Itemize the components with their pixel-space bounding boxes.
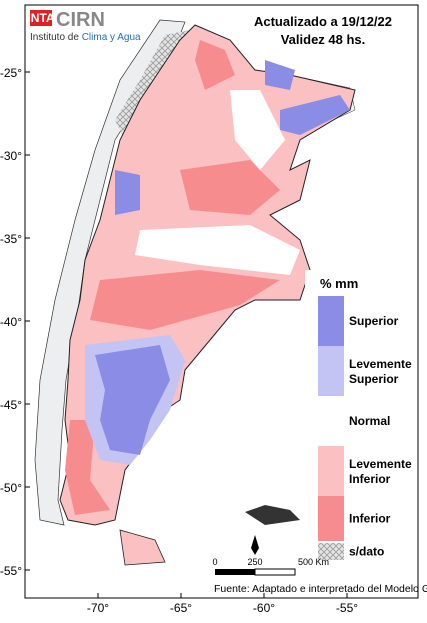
legend-swatch [318,346,344,396]
institute-prefix: Instituto de [30,32,82,43]
source: Fuente: Adaptado e interpretado del Mode… [214,583,427,595]
region-inferior [195,40,235,90]
lon-label: -60° [253,601,275,615]
lon-label: -55° [336,601,358,615]
legend-label: Superior [349,314,399,328]
legend-label-line: Inferior [349,472,391,486]
legend-label-line: Levemente [349,457,412,471]
legend-label-line: Levemente [349,357,412,371]
region-superior [280,95,350,135]
region-inferior [90,270,280,330]
scale-label: 500 Km [298,557,329,567]
validity: Validez 48 hs. [281,32,366,47]
lat-label: -40° [0,315,22,329]
cirn-text: CIRN [56,9,105,31]
north-arrow [251,535,259,555]
lat-label: -50° [0,481,22,495]
region-superior [265,60,295,90]
region-normal [135,225,300,275]
institute: Instituto de Clima y Agua [30,32,141,43]
scale-bar [215,569,255,575]
legend-label: Levemente Superior [349,357,412,386]
lat-label: -55° [0,564,22,578]
legend-label: Inferior [349,512,391,526]
inta-text: INTA [27,11,54,25]
legend-swatch [318,543,344,560]
region-inferior [65,420,110,515]
lat-label: -45° [0,398,22,412]
scale-label: 250 [247,557,262,567]
tierra-del-fuego [119,529,166,566]
institute-name: Clima y Agua [82,32,141,43]
region-normal [230,90,285,170]
inta-logo [30,10,52,26]
region-superior [115,170,140,215]
legend-label-line: Superior [349,372,399,386]
lat-label: -25° [0,66,22,80]
legend-label: Normal [349,414,390,428]
malvinas [245,505,300,525]
lon-label: -70° [87,601,109,615]
region-inferior [180,160,280,215]
legend-swatch [318,446,344,496]
legend-title: % mm [320,276,358,291]
legend-swatch [318,296,344,346]
scale-bar [254,568,296,576]
lat-label: -35° [0,232,22,246]
region-superior [95,345,170,455]
lon-label: -65° [170,601,192,615]
updated: Actualizado a 19/12/22 [254,14,392,29]
legend-swatch [318,496,344,541]
legend-swatch [318,396,344,446]
legend-label: s/dato [349,545,384,559]
legend-label: Levemente Inferior [349,457,412,486]
scale-label: 0 [212,557,217,567]
lat-label: -30° [0,149,22,163]
